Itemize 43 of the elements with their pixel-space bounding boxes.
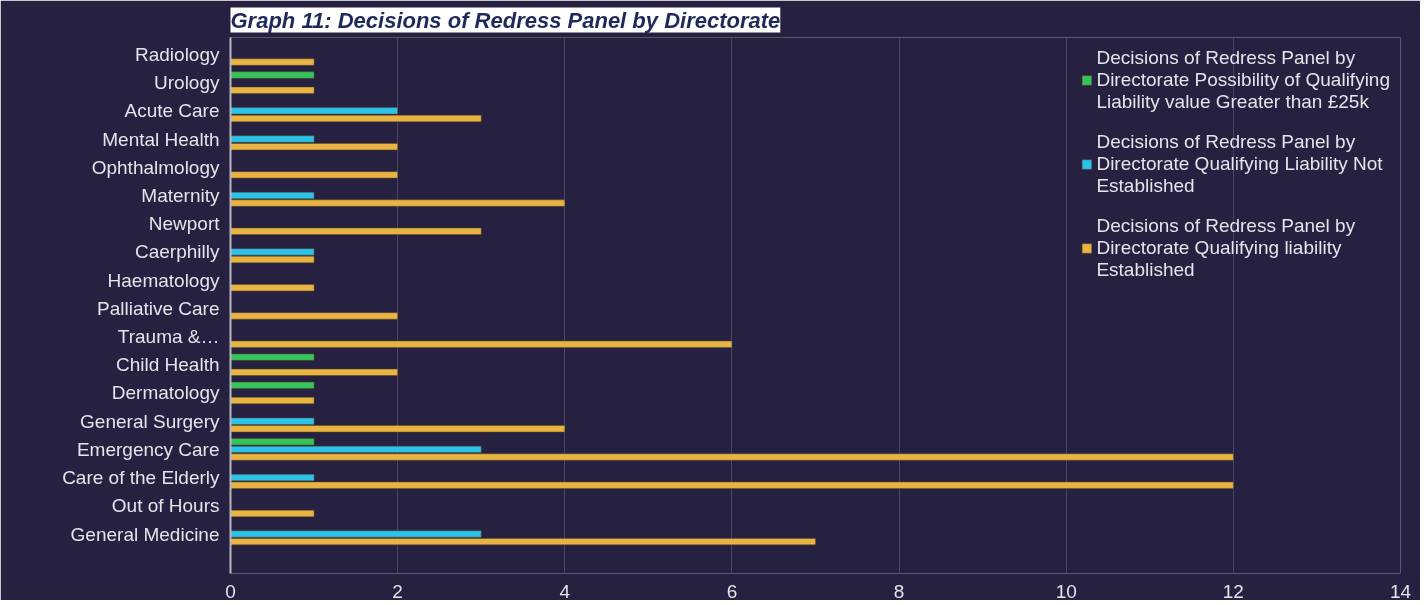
x-tick-label: 8 (893, 580, 905, 602)
y-tick-label: Mental Health (102, 128, 220, 150)
bar (230, 368, 398, 376)
x-tick-label: 10 (1055, 580, 1077, 602)
y-tick-label: Urology (154, 72, 220, 94)
bar (230, 353, 315, 361)
y-tick-label: Caerphilly (135, 241, 220, 263)
x-tick-label: 4 (559, 580, 571, 602)
x-tick-label: 14 (1389, 580, 1412, 602)
y-tick-label: Acute Care (124, 100, 220, 122)
y-tick-label: Trauma &… (117, 326, 220, 348)
bar (230, 340, 733, 348)
x-tick-label: 0 (225, 580, 236, 602)
bar (230, 227, 482, 235)
chart-title: Graph 11: Decisions of Redress Panel by Directorate (230, 7, 781, 33)
y-tick-label: Maternity (141, 184, 220, 206)
bar (230, 381, 315, 389)
y-tick-label: Dermatology (111, 382, 220, 404)
bar (230, 71, 315, 79)
y-tick-label: Radiology (135, 43, 220, 65)
y-tick-label: Haematology (107, 269, 220, 291)
y-tick-label: Out of Hours (111, 495, 220, 517)
bar (230, 509, 315, 517)
bar (230, 397, 315, 405)
x-tick-label: 2 (392, 580, 403, 602)
legend-label: Decisions of Redress Panel by Directorate Qualifying liability Established (1096, 215, 1356, 281)
bar (230, 312, 398, 320)
y-tick-label: Ophthalmology (91, 156, 220, 178)
y-tick-label: Newport (148, 213, 221, 235)
x-tick-label: 12 (1222, 580, 1244, 602)
bar (230, 86, 315, 94)
y-tick-label: Emergency Care (76, 438, 220, 460)
bar (230, 171, 398, 179)
bar (230, 284, 315, 292)
legend-label: Decisions of Redress Panel by Directorate Possibility of Qualifying Liability value Greater than £25k (1096, 47, 1390, 113)
bar (230, 58, 315, 66)
y-tick-label: General Medicine (70, 523, 220, 545)
y-tick-label: Child Health (116, 354, 220, 376)
y-tick-label: Palliative Care (97, 297, 220, 319)
y-tick-label: Care of the Elderly (62, 467, 220, 489)
x-tick-label: 6 (726, 580, 738, 602)
legend-label: Decisions of Redress Panel by Directorate Qualifying Liability Not Established (1096, 131, 1383, 197)
y-tick-label: General Surgery (80, 410, 220, 432)
